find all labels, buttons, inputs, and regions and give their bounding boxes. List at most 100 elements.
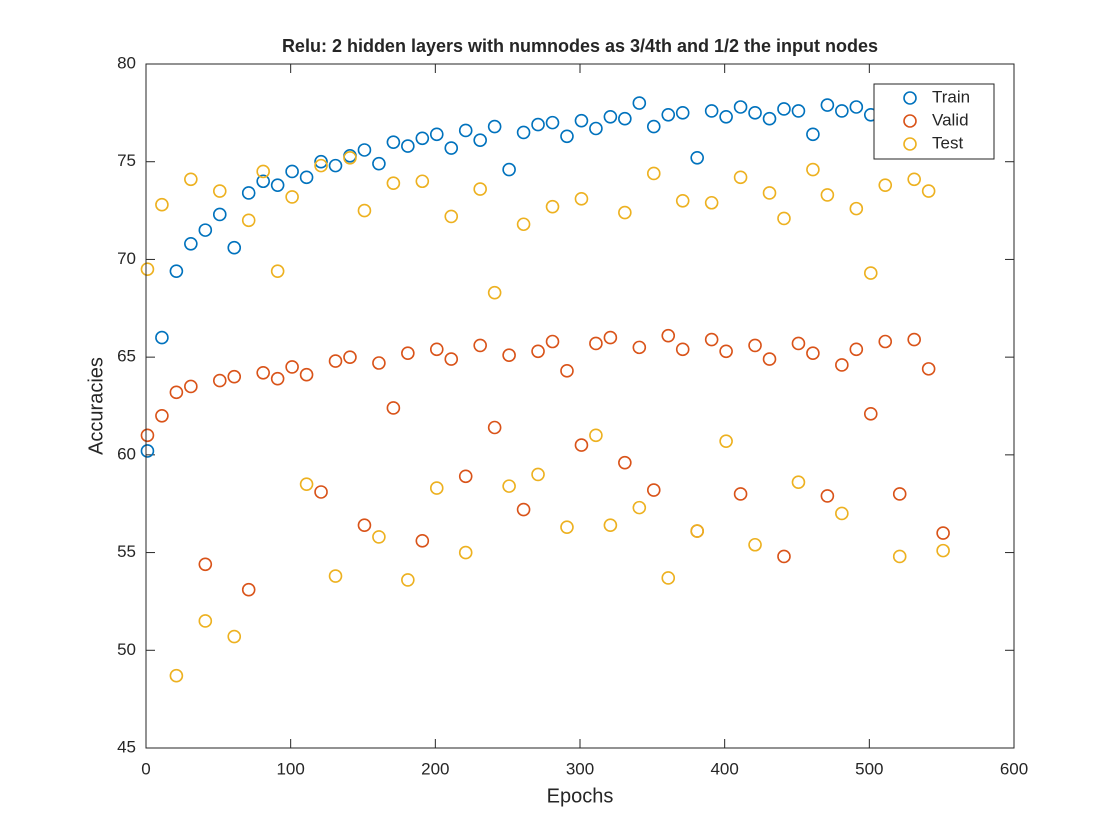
point	[646, 166, 661, 181]
point	[675, 194, 690, 208]
point	[704, 195, 719, 210]
point	[241, 186, 256, 200]
point	[429, 127, 444, 142]
point	[386, 401, 401, 415]
point	[704, 332, 719, 347]
point	[762, 186, 777, 200]
point	[328, 354, 343, 368]
point	[603, 330, 618, 345]
point	[545, 115, 560, 130]
point	[415, 534, 430, 548]
y-tick-label: 60	[117, 444, 136, 463]
point	[719, 109, 733, 124]
point	[762, 111, 777, 126]
point	[878, 178, 893, 192]
point	[155, 330, 169, 345]
point	[835, 358, 849, 372]
point	[589, 121, 603, 136]
point	[704, 104, 719, 118]
point	[241, 582, 256, 597]
axes-box	[145, 63, 1015, 749]
point	[444, 209, 459, 224]
point	[762, 352, 777, 366]
ticks: 0 100 200 300 400 500 600 45 50 55 60 65 70 75 80	[117, 53, 1028, 778]
point	[502, 348, 516, 362]
legend-label: Valid	[932, 110, 969, 129]
point	[401, 139, 415, 153]
point	[502, 162, 516, 177]
x-tick-label: 300	[566, 759, 594, 778]
point	[343, 350, 357, 364]
point	[140, 428, 155, 443]
point	[892, 487, 907, 501]
point	[184, 172, 198, 187]
point	[907, 332, 921, 347]
point	[314, 158, 328, 173]
point	[646, 119, 661, 134]
point	[646, 483, 661, 497]
point	[777, 549, 791, 564]
legend-label: Train	[932, 87, 970, 106]
y-tick-label: 75	[117, 151, 136, 170]
point	[589, 336, 603, 351]
point	[907, 172, 921, 187]
point	[921, 362, 936, 376]
legend-box	[873, 83, 995, 160]
point	[719, 344, 733, 359]
point	[719, 434, 733, 448]
point	[820, 98, 835, 112]
point	[849, 100, 864, 114]
x-tick-label: 200	[421, 759, 449, 778]
point	[429, 342, 444, 357]
point	[849, 201, 864, 216]
point	[314, 154, 328, 169]
legend-marker	[903, 137, 917, 151]
point	[748, 338, 762, 353]
point	[791, 336, 806, 351]
point	[863, 266, 878, 280]
point	[343, 151, 357, 165]
point	[777, 102, 791, 116]
point	[444, 141, 459, 155]
point	[878, 334, 893, 349]
point	[618, 455, 632, 470]
point	[429, 481, 444, 495]
point	[632, 340, 647, 355]
chart-title: Relu: 2 hidden layers with numnodes as 3…	[282, 36, 878, 56]
point	[675, 106, 690, 120]
point	[574, 192, 589, 206]
point	[357, 203, 372, 218]
point	[458, 469, 473, 484]
point	[415, 131, 430, 146]
point	[285, 164, 299, 179]
point	[386, 135, 401, 149]
point	[560, 520, 574, 534]
y-axis-label: Accuracies	[85, 357, 107, 455]
point	[733, 100, 748, 114]
point	[545, 334, 560, 349]
point	[690, 151, 704, 165]
point	[270, 178, 285, 192]
point	[748, 106, 762, 120]
point	[806, 127, 820, 142]
point	[661, 108, 676, 122]
point	[184, 236, 198, 251]
x-tick-label: 400	[710, 759, 738, 778]
point	[921, 184, 936, 198]
point	[372, 530, 386, 544]
point	[386, 176, 401, 191]
point	[285, 190, 299, 204]
point	[806, 346, 820, 361]
point	[169, 385, 184, 400]
point	[748, 537, 762, 552]
point	[184, 379, 198, 394]
legend-marker	[903, 114, 917, 128]
point	[603, 518, 618, 533]
point	[820, 489, 835, 503]
point	[487, 420, 502, 435]
point	[328, 158, 343, 173]
point	[733, 487, 748, 501]
point	[198, 614, 213, 628]
